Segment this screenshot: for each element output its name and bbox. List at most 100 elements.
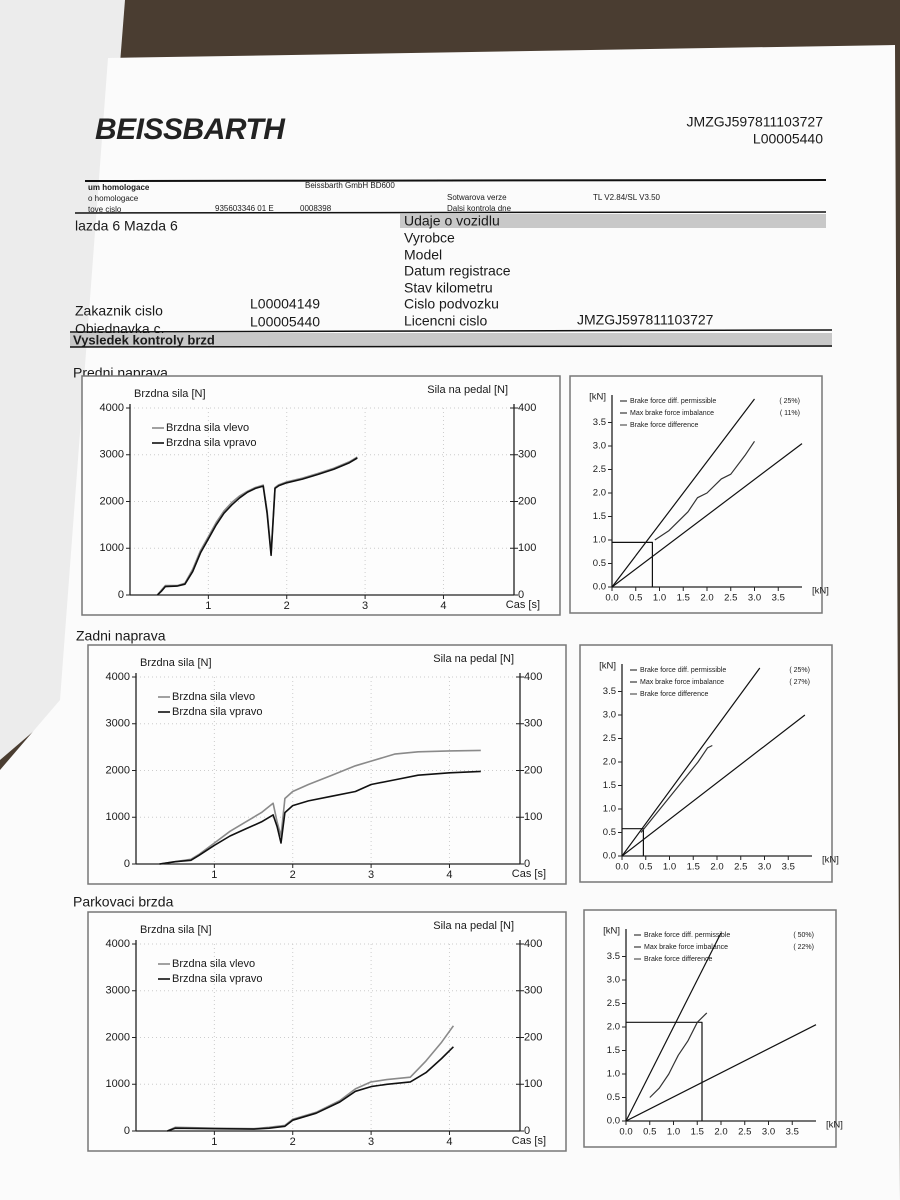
legend-label: Brzdna sila vlevo bbox=[166, 422, 249, 434]
y-tick-label: 2.0 bbox=[607, 1022, 620, 1033]
series-line bbox=[640, 744, 713, 833]
y-tick-label: 3000 bbox=[106, 985, 130, 997]
x-tick-label: 0.0 bbox=[619, 1127, 632, 1138]
legend-note: ( 25%) bbox=[779, 398, 800, 405]
y-tick-label: 4000 bbox=[106, 938, 130, 950]
field-value: JMZGJ597811103727 bbox=[577, 312, 714, 328]
x-tick-label: 1.0 bbox=[663, 862, 676, 873]
y-tick-label: 1.0 bbox=[603, 804, 616, 815]
y-tick-label: 3.5 bbox=[593, 417, 606, 428]
y-tick-label: 2.5 bbox=[603, 733, 616, 744]
x-tick-label: 2.0 bbox=[710, 862, 723, 873]
x-tick-label: 2.0 bbox=[714, 1127, 727, 1138]
legend-label: Brzdna sila vpravo bbox=[166, 437, 257, 449]
chart-frame bbox=[87, 644, 567, 885]
legend-note: ( 22%) bbox=[793, 944, 814, 951]
legend-label: Brake force difference bbox=[640, 691, 708, 698]
info: 0008398 bbox=[300, 204, 332, 213]
section-title: Parkovaci brzda bbox=[73, 894, 174, 910]
y-tick-label: 2.5 bbox=[607, 998, 620, 1009]
y-tick-label: 1.0 bbox=[607, 1069, 620, 1080]
series-line bbox=[159, 770, 481, 865]
info: Sotwarova verze bbox=[447, 193, 507, 202]
legend-note: ( 25%) bbox=[789, 667, 810, 674]
y2-tick-label: 0 bbox=[524, 858, 530, 870]
y-tick-label: 0 bbox=[124, 858, 130, 870]
rule bbox=[69, 329, 833, 333]
results-heading: Vysledek kontroly brzd bbox=[73, 332, 215, 347]
chart-frame bbox=[81, 375, 561, 616]
field-label: Cislo podvozku bbox=[404, 296, 499, 312]
x-tick-label: 2 bbox=[284, 600, 290, 612]
y-axis-label: Brzdna sila [N] bbox=[140, 657, 212, 669]
x-axis-label: [kN] bbox=[826, 1120, 843, 1131]
legend-label: Brzdna sila vlevo bbox=[172, 691, 255, 703]
y2-tick-label: 200 bbox=[524, 1031, 542, 1043]
x-tick-label: 1 bbox=[211, 869, 217, 881]
y2-tick-label: 400 bbox=[524, 938, 542, 950]
rule bbox=[84, 179, 827, 182]
y-tick-label: 1000 bbox=[106, 811, 130, 823]
x-tick-label: 2.0 bbox=[700, 593, 713, 604]
heading-bar bbox=[70, 333, 832, 347]
y2-tick-label: 0 bbox=[524, 1125, 530, 1137]
y-tick-label: 1.5 bbox=[603, 780, 616, 791]
y-tick-label: 3.0 bbox=[593, 441, 606, 452]
y-axis-label: [kN] bbox=[589, 392, 606, 403]
legend-note: ( 50%) bbox=[793, 932, 814, 939]
x-tick-label: 1 bbox=[211, 1136, 217, 1148]
series-line bbox=[654, 440, 755, 541]
y-axis-label: [kN] bbox=[603, 926, 620, 937]
field-label: Licencni cislo bbox=[404, 313, 487, 329]
field-label: Datum registrace bbox=[404, 263, 511, 279]
series-line bbox=[625, 932, 722, 1122]
field-label: Zakaznik cislo bbox=[75, 303, 163, 319]
x-tick-label: 4 bbox=[446, 869, 452, 881]
series-line bbox=[611, 398, 755, 588]
legend-label: Brzdna sila vpravo bbox=[172, 706, 263, 718]
y-tick-label: 2000 bbox=[100, 495, 124, 507]
legend-note: ( 27%) bbox=[789, 679, 810, 686]
legend-label: Brake force diff. permissible bbox=[644, 932, 730, 939]
y2-tick-label: 0 bbox=[518, 589, 524, 601]
info: Dalsi kontrola dne bbox=[447, 204, 512, 213]
legend-label: Max brake force imbalance bbox=[644, 944, 728, 951]
legend-label: Brake force difference bbox=[630, 422, 698, 429]
x-tick-label: 0.0 bbox=[615, 862, 628, 873]
logo: BEISSBARTH bbox=[95, 113, 286, 146]
legend-label: Brake force diff. permissible bbox=[630, 398, 716, 405]
x-tick-label: 3.0 bbox=[748, 593, 761, 604]
series-line bbox=[625, 1024, 817, 1122]
info: TL V2.84/SL V3.50 bbox=[593, 193, 661, 202]
section-title: Zadni naprava bbox=[76, 628, 166, 644]
rule bbox=[69, 345, 833, 348]
legend-label: Max brake force imbalance bbox=[630, 410, 714, 417]
y2-axis-label: Sila na pedal [N] bbox=[433, 653, 514, 665]
y2-tick-label: 100 bbox=[524, 1078, 542, 1090]
y-tick-label: 0.5 bbox=[607, 1092, 620, 1103]
x-tick-label: 1.0 bbox=[653, 593, 666, 604]
series-line bbox=[159, 749, 481, 865]
x-tick-label: 2.5 bbox=[738, 1127, 751, 1138]
y-tick-label: 2.0 bbox=[593, 488, 606, 499]
y-tick-label: 1.5 bbox=[607, 1045, 620, 1056]
y-tick-label: 2000 bbox=[106, 764, 130, 776]
y-tick-label: 4000 bbox=[106, 671, 130, 683]
y-tick-label: 1000 bbox=[106, 1078, 130, 1090]
info: 935603346 01 E bbox=[215, 204, 274, 213]
y-tick-label: 2000 bbox=[106, 1031, 130, 1043]
x-tick-label: 3.5 bbox=[786, 1127, 799, 1138]
x-tick-label: 2.5 bbox=[734, 862, 747, 873]
x-tick-label: 0.0 bbox=[605, 593, 618, 604]
rule bbox=[74, 211, 827, 214]
x-tick-label: 1 bbox=[205, 600, 211, 612]
y-axis-label: Brzdna sila [N] bbox=[134, 388, 206, 400]
y2-tick-label: 200 bbox=[518, 495, 536, 507]
series-line bbox=[626, 1021, 703, 1121]
legend-label: Brzdna sila vpravo bbox=[172, 973, 263, 985]
y-tick-label: 0 bbox=[118, 589, 124, 601]
y2-tick-label: 300 bbox=[524, 718, 542, 730]
y2-tick-label: 300 bbox=[518, 449, 536, 461]
y-tick-label: 3.0 bbox=[607, 975, 620, 986]
